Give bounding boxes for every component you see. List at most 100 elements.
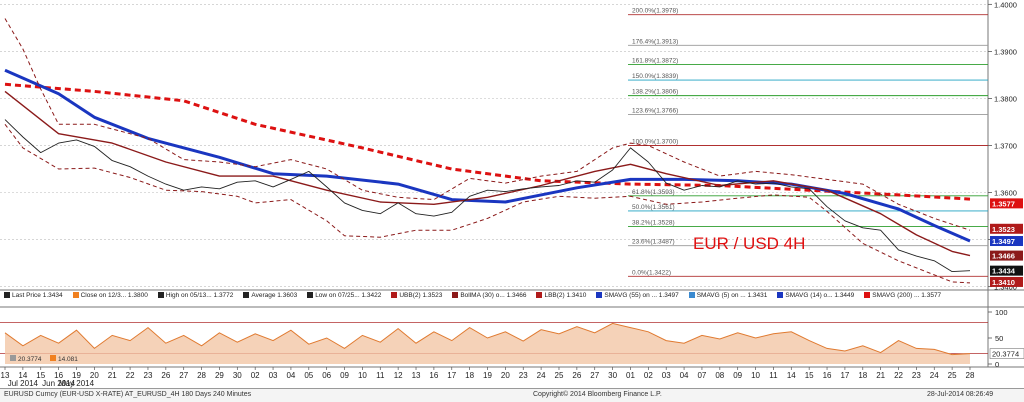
legend-label: BollMA (30) o... xyxy=(460,292,505,299)
x-tick-label: 25 xyxy=(948,371,957,380)
legend-item: Average 1.3603 xyxy=(243,292,297,305)
legend-value: 1.3603 xyxy=(275,292,298,299)
legend-item: SMAVG (5) on ... 1.3431 xyxy=(688,292,768,305)
x-tick-label: 20 xyxy=(501,371,510,380)
legend-swatch xyxy=(536,292,543,299)
legend-label: SMAVG (14) o... xyxy=(785,292,833,299)
legend-swatch xyxy=(391,292,398,299)
oscillator-y-tick-label: 50 xyxy=(995,334,1003,343)
legend-swatch xyxy=(243,292,250,299)
legend-value: 1.3431 xyxy=(745,292,768,299)
legend-value: 1.3410 xyxy=(564,292,587,299)
price-tag xyxy=(990,250,1023,261)
oscillator-left-label: 20.3774 xyxy=(18,356,42,363)
x-tick-label: 11 xyxy=(376,371,385,380)
x-tick-label: 15 xyxy=(36,371,45,380)
legend-item: Low on 07/25... 1.3422 xyxy=(307,292,381,305)
legend-swatch xyxy=(307,292,314,299)
legend-value: 1.3772 xyxy=(211,292,234,299)
legend-value: 1.3449 xyxy=(832,292,855,299)
x-tick-label: 09 xyxy=(340,371,349,380)
oscillator-left-label: 14.081 xyxy=(58,356,78,363)
legend-bar: Last Price 1.3434 Close on 12/3... 1.3800… xyxy=(4,292,941,305)
price-tag-label: 1.3434 xyxy=(992,267,1016,276)
fibonacci-level-label: 50.0%(1.3561) xyxy=(632,204,675,211)
legend-value: 1.3466 xyxy=(504,292,527,299)
x-tick-label: 12 xyxy=(394,371,403,380)
price-tag xyxy=(990,198,1023,209)
x-tick-label: 09 xyxy=(733,371,742,380)
x-tick-label: 27 xyxy=(590,371,599,380)
x-tick-label: 29 xyxy=(215,371,224,380)
price-panel-bg xyxy=(0,0,988,290)
x-tick-label: 24 xyxy=(930,371,939,380)
price-tag-label: 1.3577 xyxy=(992,199,1015,208)
x-tick-label: 28 xyxy=(197,371,206,380)
fibonacci-level-label: 61.8%(1.3593) xyxy=(632,189,675,196)
x-tick-label: 08 xyxy=(715,371,724,380)
x-tick-label: 10 xyxy=(358,371,367,380)
oscillator-line xyxy=(4,322,971,356)
fibonacci-level-label: 23.6%(1.3487) xyxy=(632,239,675,246)
x-tick-label: 21 xyxy=(876,371,885,380)
oscillator-swatch xyxy=(50,355,56,361)
x-tick-label: 18 xyxy=(858,371,867,380)
series-line-last-price xyxy=(4,119,971,273)
price-tag xyxy=(990,265,1023,276)
x-tick-label: 06 xyxy=(322,371,331,380)
x-tick-label: 18 xyxy=(465,371,474,380)
footer-security: EURUSD Curncy (EUR-USD X-RATE) AT_EURUSD… xyxy=(4,391,252,398)
fibonacci-level-label: 150.0%(1.3839) xyxy=(632,73,678,80)
legend-label: High on 05/13... xyxy=(165,292,212,299)
x-tick-label: 24 xyxy=(537,371,546,380)
legend-value: 1.3434 xyxy=(40,292,63,299)
oscillator-value-tag xyxy=(989,348,1024,359)
price-tag-label: 1.3497 xyxy=(992,237,1015,246)
x-tick-label: 26 xyxy=(161,371,170,380)
x-tick-label: 30 xyxy=(233,371,242,380)
legend-value: 1.3577 xyxy=(919,292,942,299)
series-line-upper-bollinger xyxy=(4,18,971,231)
legend-swatch xyxy=(157,292,164,299)
series-line-smavg-55-on-close xyxy=(4,68,971,243)
legend-label: LBB(2) xyxy=(544,292,565,299)
legend-label: SMAVG (55) on ... xyxy=(604,292,657,299)
legend-label: Close on 12/3... xyxy=(80,292,127,299)
oscillator-area xyxy=(5,323,970,364)
legend-swatch xyxy=(864,292,871,299)
x-tick-label: 04 xyxy=(680,371,689,380)
x-tick-label: 05 xyxy=(304,371,313,380)
x-tick-label: 16 xyxy=(54,371,63,380)
x-tick-label: 17 xyxy=(447,371,456,380)
price-tag xyxy=(990,236,1023,247)
legend-label: SMAVG (200) ... xyxy=(872,292,920,299)
legend-swatch xyxy=(452,292,459,299)
oscillator-y-tick-label: 0 xyxy=(995,360,999,369)
month-label: Jun 2014 xyxy=(42,379,75,388)
x-tick-label: 25 xyxy=(555,371,564,380)
series-line-lower-bollinger xyxy=(4,123,971,284)
x-tick-label: 01 xyxy=(626,371,635,380)
fibonacci-level-label: 200.0%(1.3978) xyxy=(632,8,678,15)
fibonacci-level-label: 38.2%(1.3528) xyxy=(632,219,675,226)
x-tick-label: 22 xyxy=(126,371,135,380)
legend-swatch xyxy=(777,292,784,299)
legend-item: High on 05/13... 1.3772 xyxy=(157,292,234,305)
price-tag-label: 1.3466 xyxy=(992,252,1015,261)
y-tick-label: 1.3700 xyxy=(994,142,1017,151)
y-tick-label: 1.3400 xyxy=(994,283,1017,292)
x-tick-label: 17 xyxy=(840,371,849,380)
legend-label: Last Price xyxy=(12,292,41,299)
x-tick-label: 14 xyxy=(18,371,27,380)
footer-copyright: Copyright© 2014 Bloomberg Finance L.P. xyxy=(533,391,662,398)
legend-swatch xyxy=(688,292,695,299)
y-tick-label: 1.3600 xyxy=(994,189,1017,198)
legend-item: UBB(2) 1.3523 xyxy=(391,292,442,305)
footer-timestamp: 28-Jul-2014 08:26:49 xyxy=(927,391,994,398)
x-tick-label: 23 xyxy=(144,371,153,380)
legend-swatch xyxy=(596,292,603,299)
x-tick-label: 27 xyxy=(179,371,188,380)
x-tick-label: 02 xyxy=(251,371,260,380)
x-tick-label: 22 xyxy=(894,371,903,380)
price-tag xyxy=(990,223,1023,234)
